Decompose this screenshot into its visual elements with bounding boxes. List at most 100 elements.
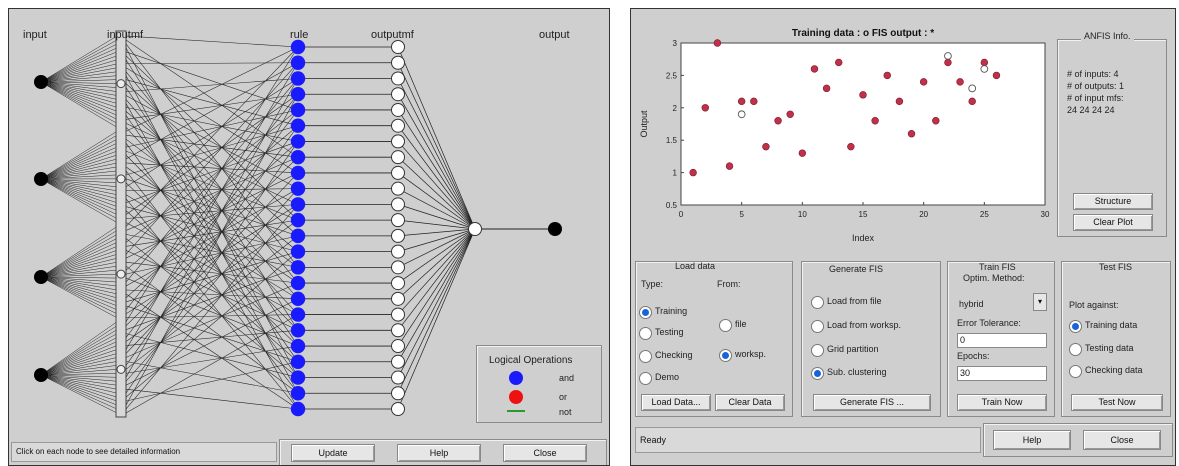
x-tick-label: 30: [1041, 210, 1050, 219]
test-checking-label: Checking data: [1085, 365, 1143, 375]
rule-node: [291, 370, 305, 384]
input-mf-wire: [41, 64, 117, 82]
label-output: output: [539, 29, 570, 41]
outputmf-node: [392, 245, 405, 258]
right-status-bar: Ready: [635, 427, 981, 453]
training-data-point: [932, 117, 939, 124]
test-fis-title: Test FIS: [1099, 262, 1132, 272]
y-tick-label: 1.5: [666, 136, 678, 145]
load-from-worksp-radio[interactable]: [811, 320, 824, 333]
mf-rule-wire: [126, 143, 298, 377]
x-tick-label: 5: [739, 210, 744, 219]
outputmf-node: [392, 103, 405, 116]
rule-node: [291, 197, 305, 211]
type-testing-radio[interactable]: [639, 327, 652, 340]
input-mf-wire: [41, 147, 117, 179]
aggregation-node: [469, 223, 482, 236]
training-data-point: [787, 111, 794, 118]
input-mf-wire: [41, 375, 117, 393]
sub-clustering-radio[interactable]: [811, 367, 824, 380]
outputmf-node: [392, 88, 405, 101]
mf-rule-wire: [126, 126, 298, 270]
grid-partition-radio[interactable]: [811, 344, 824, 357]
outputmf-node: [392, 403, 405, 416]
test-training-radio[interactable]: [1069, 320, 1082, 333]
rule-node: [291, 402, 305, 416]
info-input-mfs: # of input mfs:: [1067, 93, 1124, 103]
outmf-sum-wire: [398, 63, 475, 229]
right-close-button[interactable]: Close: [1083, 430, 1161, 450]
test-now-button[interactable]: Test Now: [1071, 394, 1163, 411]
input-mf-wire: [41, 179, 117, 203]
train-now-button[interactable]: Train Now: [957, 394, 1047, 411]
training-data-point: [763, 143, 770, 150]
error-tolerance-field[interactable]: 0: [957, 333, 1047, 348]
load-from-file-radio[interactable]: [811, 296, 824, 309]
load-data-button[interactable]: Load Data...: [641, 394, 711, 411]
from-file-radio[interactable]: [719, 319, 732, 332]
input-mf-wire: [41, 277, 117, 298]
clear-plot-button[interactable]: Clear Plot: [1073, 214, 1153, 231]
type-checking-radio[interactable]: [639, 350, 652, 363]
label-outputmf: outputmf: [371, 29, 415, 41]
mf-rule-wire: [126, 126, 298, 175]
type-demo-radio[interactable]: [639, 372, 652, 385]
training-data-point: [957, 78, 964, 85]
plot-against-label: Plot against:: [1069, 300, 1119, 310]
training-data-point: [690, 169, 697, 176]
input-mf-wire: [41, 234, 117, 277]
input-mf-wire: [41, 338, 117, 375]
rule-node: [291, 71, 305, 85]
mf-rule-wire: [126, 36, 298, 47]
epochs-field[interactable]: 30: [957, 366, 1047, 381]
legend-not: not: [559, 407, 572, 417]
clear-data-button[interactable]: Clear Data: [715, 394, 785, 411]
mf-rule-wire: [126, 52, 298, 110]
input-mf-wire: [41, 82, 117, 103]
outmf-sum-wire: [398, 110, 475, 229]
y-tick-label: 3: [673, 39, 678, 48]
y-tick-label: 1: [673, 169, 678, 178]
type-training-radio[interactable]: [639, 306, 652, 319]
left-help-button[interactable]: Help: [397, 444, 481, 462]
mf-rule-wire: [126, 110, 298, 242]
type-demo-label: Demo: [655, 372, 679, 382]
mf-rule-wire: [126, 68, 298, 173]
input-mf-wire: [41, 375, 117, 405]
optim-method-select[interactable]: hybrid: [959, 299, 984, 309]
inputmf-node: [117, 365, 125, 373]
outputmf-node: [392, 119, 405, 132]
mf-rule-wire: [126, 195, 298, 299]
rule-node: [291, 339, 305, 353]
right-help-button[interactable]: Help: [993, 430, 1071, 450]
input-mf-wire: [41, 350, 117, 375]
outputmf-node: [392, 166, 405, 179]
rule-node: [291, 386, 305, 400]
test-checking-radio[interactable]: [1069, 365, 1082, 378]
outmf-sum-wire: [398, 229, 475, 315]
rule-node: [291, 276, 305, 290]
epochs-label: Epochs:: [957, 351, 990, 361]
info-outputs: # of outputs: 1: [1067, 81, 1124, 91]
rule-node: [291, 87, 305, 101]
update-button[interactable]: Update: [291, 444, 375, 462]
mf-rule-wire: [126, 362, 298, 401]
structure-button[interactable]: Structure: [1073, 193, 1153, 210]
inputmf-node: [117, 270, 125, 278]
chevron-down-icon[interactable]: ▾: [1033, 293, 1047, 311]
input-mf-wire: [41, 82, 117, 107]
error-tolerance-label: Error Tolerance:: [957, 318, 1021, 328]
training-data-point: [702, 104, 709, 111]
rule-node: [291, 292, 305, 306]
training-data-point: [823, 85, 830, 92]
test-testing-radio[interactable]: [1069, 343, 1082, 356]
legend-or: or: [559, 392, 567, 402]
training-data-point: [920, 78, 927, 85]
left-close-button[interactable]: Close: [503, 444, 587, 462]
generate-fis-button[interactable]: Generate FIS ...: [813, 394, 931, 411]
rule-node: [291, 134, 305, 148]
from-label: From:: [717, 279, 741, 289]
outmf-sum-wire: [398, 141, 475, 229]
from-worksp-radio[interactable]: [719, 349, 732, 362]
mf-rule-wire: [126, 315, 298, 318]
